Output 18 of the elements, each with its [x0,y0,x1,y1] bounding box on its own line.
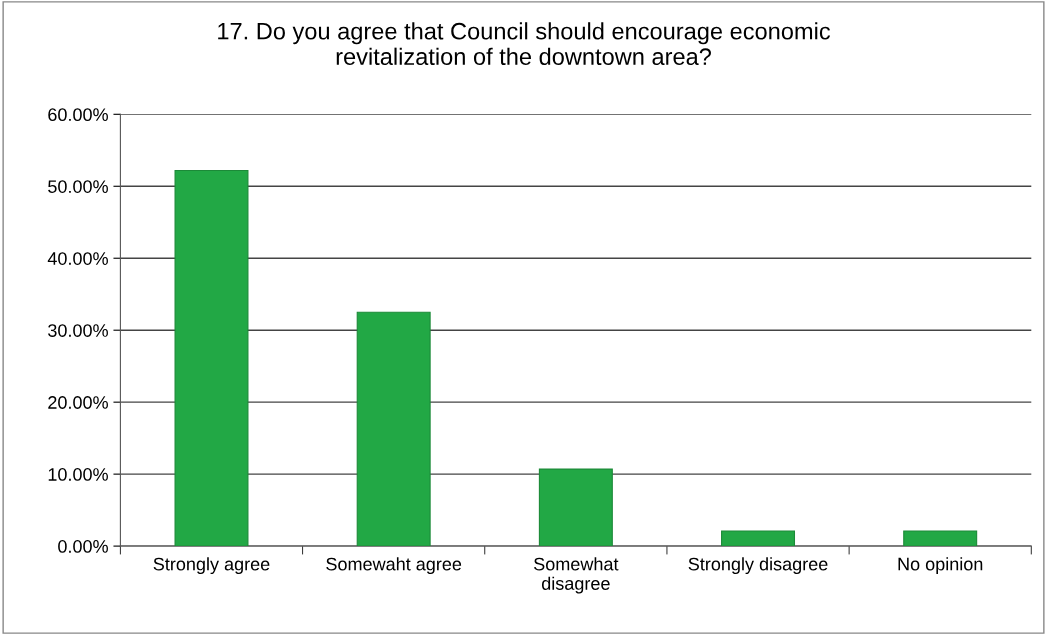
y-tick-label: 10.00% [48,468,108,481]
y-tick-label: 50.00% [48,180,108,193]
bar [356,311,431,547]
y-tick-label: 40.00% [47,252,108,265]
bar [174,169,249,547]
chart-title: 17. Do you agree that Council should encourage economic revitalization of the downtown area? [218,22,831,65]
bar [903,530,978,547]
x-tick-label: Strongly agree [153,557,270,575]
y-tick-label: 20.00% [48,396,108,409]
x-tick-label: No opinion [898,557,983,575]
x-tick-label: Strongly disagree [688,557,828,575]
bar [538,468,613,547]
x-tick-label: Somewaht agree [326,557,462,575]
y-tick-label: 0.00% [58,540,108,553]
x-tick-label: Somewhat disagree [534,557,619,594]
bar [721,530,796,547]
y-tick-label: 30.00% [48,324,108,337]
y-tick-label: 60.00% [48,108,108,122]
